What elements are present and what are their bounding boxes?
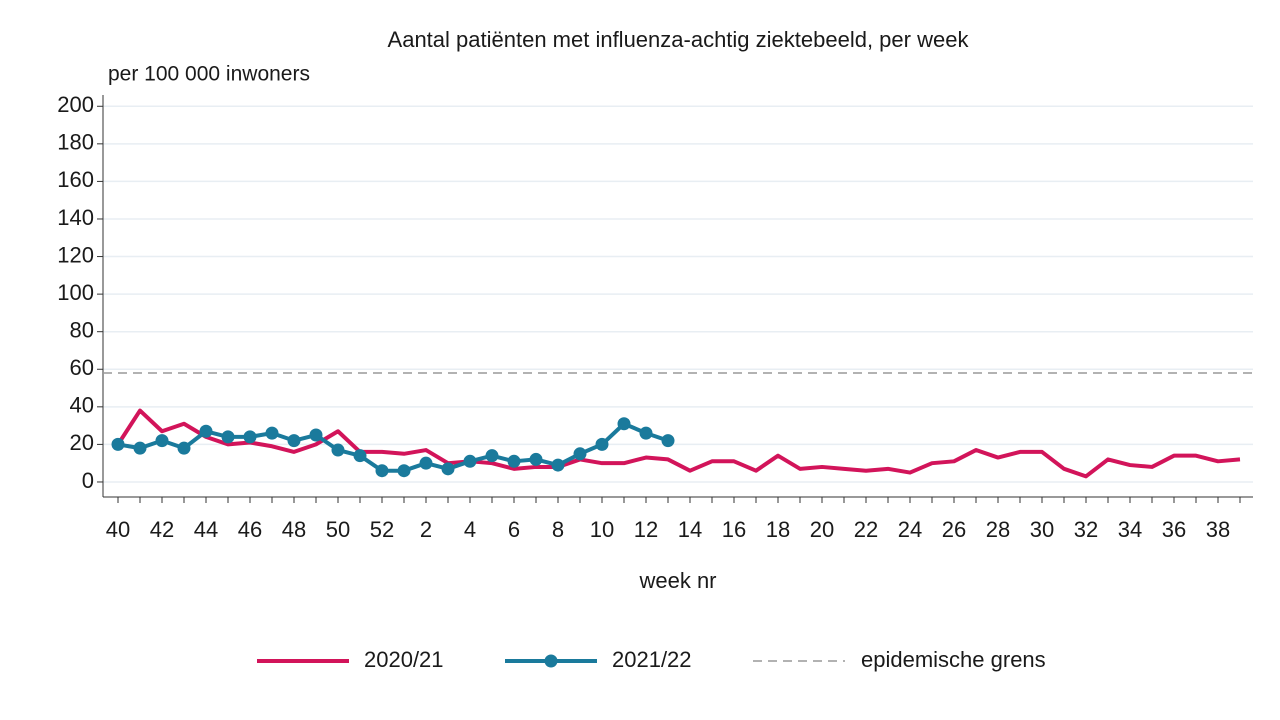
x-tick-label: 22 [854,517,878,542]
x-tick-label: 16 [722,517,746,542]
series-marker [639,426,653,440]
series-marker [529,452,543,466]
x-tick-label: 26 [942,517,966,542]
x-tick-label: 6 [508,517,520,542]
series-marker [221,430,235,444]
x-tick-label: 52 [370,517,394,542]
x-tick-label: 12 [634,517,658,542]
y-tick-label: 160 [57,167,94,192]
series-marker [155,434,169,448]
x-tick-label: 2 [420,517,432,542]
series-marker [331,443,345,457]
series-marker [551,458,565,472]
x-tick-label: 14 [678,517,702,542]
x-tick-label: 42 [150,517,174,542]
series-marker [353,449,367,463]
x-tick-label: 46 [238,517,262,542]
x-tick-label: 10 [590,517,614,542]
x-axis-label: week nr [638,568,716,593]
x-tick-label: 24 [898,517,922,542]
y-tick-label: 60 [70,355,94,380]
x-tick-label: 48 [282,517,306,542]
x-tick-label: 34 [1118,517,1142,542]
series-marker [265,426,279,440]
series-line [116,408,1241,479]
y-tick-label: 20 [70,430,94,455]
y-tick-label: 120 [57,242,94,267]
y-tick-label: 140 [57,205,94,230]
x-tick-label: 38 [1206,517,1230,542]
series-marker [507,454,521,468]
series-marker [111,437,125,451]
y-tick-label: 200 [57,92,94,117]
x-tick-label: 50 [326,517,350,542]
y-tick-label: 180 [57,130,94,155]
series-marker [199,424,213,438]
series-marker [661,434,675,448]
x-tick-label: 30 [1030,517,1054,542]
series-marker [375,464,389,478]
series-marker [463,454,477,468]
y-axis-label: per 100 000 inwoners [108,63,310,86]
series-marker [617,417,631,431]
series-marker [309,428,323,442]
series-marker [397,464,411,478]
y-tick-label: 100 [57,280,94,305]
x-tick-label: 4 [464,517,476,542]
series-marker [287,434,301,448]
series-marker [573,447,587,461]
x-tick-label: 18 [766,517,790,542]
series-marker [177,441,191,455]
series-marker [441,462,455,476]
chart-title: Aantal patiënten met influenza-achtig zi… [388,27,970,52]
y-tick-label: 0 [82,468,94,493]
y-tick-label: 40 [70,393,94,418]
x-tick-label: 36 [1162,517,1186,542]
legend-label: 2020/21 [364,647,444,672]
x-tick-label: 20 [810,517,834,542]
legend-label: 2021/22 [612,647,692,672]
x-tick-label: 8 [552,517,564,542]
x-tick-label: 28 [986,517,1010,542]
legend-marker [544,654,558,668]
legend-label: epidemische grens [861,647,1046,672]
series-marker [133,441,147,455]
x-tick-label: 44 [194,517,218,542]
series-marker [485,449,499,463]
series-marker [595,437,609,451]
series-marker [243,430,257,444]
x-tick-label: 32 [1074,517,1098,542]
series-marker [419,456,433,470]
x-tick-label: 40 [106,517,130,542]
y-tick-label: 80 [70,318,94,343]
